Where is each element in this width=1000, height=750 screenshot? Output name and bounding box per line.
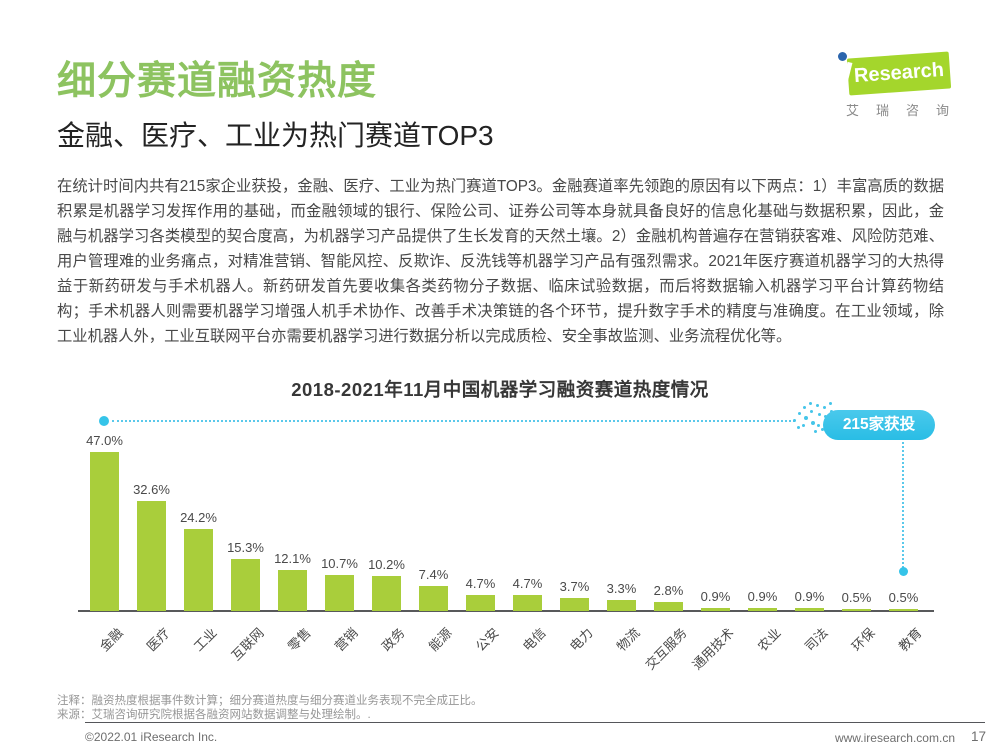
bar-category-label: 交互服务: [641, 625, 690, 673]
chart-bar: [90, 452, 119, 611]
chart-bar: [889, 609, 918, 611]
chart-bar: [842, 609, 871, 611]
chart-bar: [325, 575, 354, 611]
splash-dot-icon: [804, 416, 808, 420]
logo-brand-text: Research: [853, 58, 945, 88]
splash-dot-icon: [811, 421, 815, 425]
callout-end-dot-icon: [899, 567, 908, 576]
splash-dot-icon: [810, 410, 813, 413]
chart-bar: [278, 570, 307, 611]
chart-canvas: 215家获投 47.0% 金融 32.6% 医疗 24.2% 工业 15.3% 互联网 12.1…: [0, 400, 1000, 700]
splash-dot-icon: [797, 426, 800, 429]
splash-dot-icon: [817, 424, 820, 427]
funding-count-badge: 215家获投: [823, 410, 935, 440]
chart-bar: [372, 576, 401, 611]
chart-bar: [466, 595, 495, 611]
page-number: 17: [970, 729, 986, 744]
bar-value-label: 32.6%: [133, 482, 170, 497]
splash-dot-icon: [803, 406, 806, 409]
chart-title: 2018-2021年11月中国机器学习融资赛道热度情况: [291, 379, 709, 400]
bar-value-label: 15.3%: [227, 540, 264, 555]
bar-value-label: 0.5%: [841, 590, 872, 605]
bar-value-label: 47.0%: [86, 433, 123, 448]
splash-dot-icon: [818, 413, 821, 416]
website-text: www.iresearch.com.cn: [834, 731, 955, 745]
splash-dot-icon: [823, 406, 826, 409]
bar-value-label: 7.4%: [418, 567, 449, 582]
chart-note: 注释：融资热度根据事件数计算；细分赛道热度与细分赛道业务表现不完全成正比。: [57, 695, 483, 707]
chart-bar: [560, 598, 589, 611]
chart-bar: [701, 608, 730, 611]
bar-category-label: 司法: [801, 625, 831, 655]
bar-value-label: 0.9%: [794, 589, 825, 604]
bar-category-label: 通用技术: [688, 625, 737, 673]
callout-dotted-line: [112, 420, 795, 422]
bar-value-label: 10.2%: [368, 557, 405, 572]
splash-dot-icon: [798, 412, 801, 415]
splash-dot-icon: [802, 424, 805, 427]
chart-source: 来源：艾瑞咨询研究院根据各融资网站数据调整与处理绘制。.: [57, 709, 371, 721]
bar-value-label: 3.3%: [606, 581, 637, 596]
bar-value-label: 10.7%: [321, 556, 358, 571]
chart-bar: [654, 602, 683, 611]
callout-vertical-line: [902, 442, 904, 568]
chart-bar: [795, 608, 824, 611]
x-axis-line: [78, 610, 934, 612]
bar-value-label: 0.9%: [747, 589, 778, 604]
callout-start-dot-icon: [99, 416, 109, 426]
bar-value-label: 0.9%: [700, 589, 731, 604]
splash-dot-icon: [809, 402, 812, 405]
bar-category-label: 农业: [754, 625, 784, 655]
copyright-text: ©2022.01 iResearch Inc.: [85, 730, 218, 744]
bar-value-label: 4.7%: [465, 576, 496, 591]
page-subtitle: 金融、医疗、工业为热门赛道TOP3: [57, 120, 494, 151]
chart-bar: [607, 600, 636, 611]
chart-bar: [748, 608, 777, 611]
logo-caption: 艾瑞咨询: [846, 103, 967, 118]
splash-dot-icon: [829, 402, 832, 405]
chart-bar: [513, 595, 542, 611]
splash-dot-icon: [821, 428, 824, 431]
logo-i-dot-icon: [838, 52, 847, 61]
chart-bar: [231, 559, 260, 611]
footer-divider: [85, 722, 985, 723]
splash-dot-icon: [814, 430, 817, 433]
bar-value-label: 24.2%: [180, 510, 217, 525]
bar-value-label: 12.1%: [274, 551, 311, 566]
splash-dot-icon: [816, 404, 819, 407]
bar-value-label: 3.7%: [559, 579, 590, 594]
chart-bar: [137, 501, 166, 611]
chart-bar: [419, 586, 448, 611]
bar-category-label: 电力: [566, 625, 596, 655]
bar-value-label: 2.8%: [653, 583, 684, 598]
bar-category-label: 物流: [613, 625, 643, 655]
chart-bar: [184, 529, 213, 611]
bar-value-label: 0.5%: [888, 590, 919, 605]
bar-category-label: 教育: [895, 625, 925, 655]
logo-shape: Research: [846, 51, 952, 96]
bar-value-label: 4.7%: [512, 576, 543, 591]
splash-dot-icon: [793, 419, 796, 422]
body-paragraph: 在统计时间内共有215家企业获投，金融、医疗、工业为热门赛道TOP3。金融赛道率…: [57, 178, 944, 345]
bar-category-label: 环保: [848, 625, 878, 655]
page-title: 细分赛道融资热度: [57, 60, 378, 103]
